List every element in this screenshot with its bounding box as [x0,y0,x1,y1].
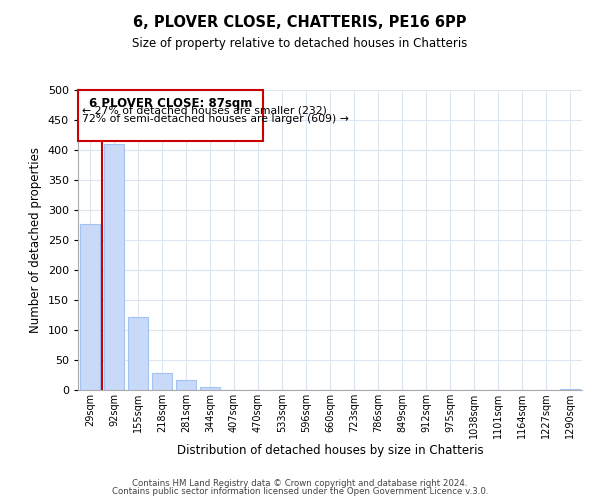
Text: ← 27% of detached houses are smaller (232): ← 27% of detached houses are smaller (23… [82,106,326,116]
Bar [176,380,196,390]
Bar [200,387,220,390]
Y-axis label: Number of detached properties: Number of detached properties [29,147,42,333]
Text: 6 PLOVER CLOSE: 87sqm: 6 PLOVER CLOSE: 87sqm [89,97,252,110]
Text: Contains public sector information licensed under the Open Government Licence v.: Contains public sector information licen… [112,487,488,496]
Text: 6, PLOVER CLOSE, CHATTERIS, PE16 6PP: 6, PLOVER CLOSE, CHATTERIS, PE16 6PP [133,15,467,30]
X-axis label: Distribution of detached houses by size in Chatteris: Distribution of detached houses by size … [176,444,484,457]
Bar [152,372,172,390]
Text: Size of property relative to detached houses in Chatteris: Size of property relative to detached ho… [133,38,467,51]
Text: 72% of semi-detached houses are larger (609) →: 72% of semi-detached houses are larger (… [82,114,349,124]
Text: Contains HM Land Registry data © Crown copyright and database right 2024.: Contains HM Land Registry data © Crown c… [132,478,468,488]
Bar [560,389,580,390]
Bar [128,317,148,390]
Bar [80,224,100,390]
Bar [104,144,124,390]
Bar [78,90,263,141]
